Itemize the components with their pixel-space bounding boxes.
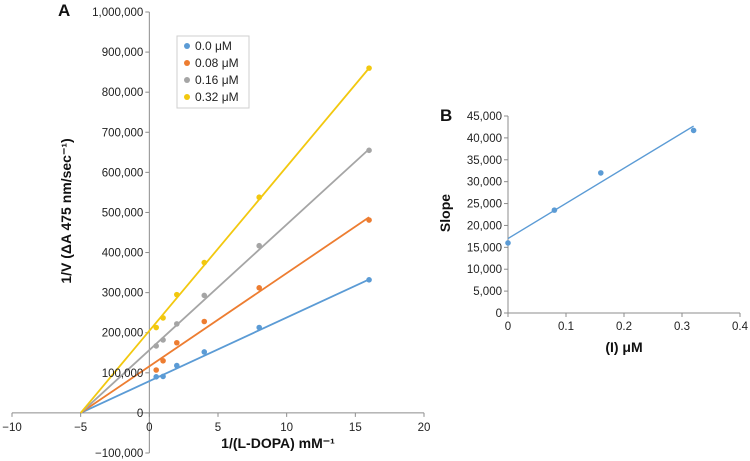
panel-a-y-tick-label: 600,000 xyxy=(102,167,144,179)
panel-a-point-series-1 xyxy=(174,362,180,369)
panel-a-point-series-3 xyxy=(174,321,180,327)
panel-a-point-series-4 xyxy=(201,259,208,266)
panel-a-x-tick-label: −5 xyxy=(74,422,87,434)
panel-b-x-tick-label: 0.2 xyxy=(616,321,632,333)
panel-b-axes xyxy=(504,115,741,317)
panel-a-y-tick-label: 1,000,000 xyxy=(92,7,143,19)
panel-a-point-series-4 xyxy=(256,194,263,201)
panel-a-fit-line-series-3 xyxy=(80,148,370,414)
panel-a-y-tick-label: 700,000 xyxy=(102,127,144,139)
panel-a-point-series-2 xyxy=(153,367,159,373)
panel-b-y-tick-label: 25,000 xyxy=(467,199,502,211)
panel-b-label: B xyxy=(440,106,452,125)
panel-a-point-series-4 xyxy=(174,291,180,298)
panel-b-x-axis-title: (I) μM xyxy=(605,339,642,355)
panel-b-point xyxy=(690,127,697,134)
panel-a-y-tick-label: 500,000 xyxy=(102,207,144,219)
panel-b-y-tick-label: 15,000 xyxy=(467,242,502,254)
panel-a-y-tick-label: 0 xyxy=(137,408,143,420)
panel-b-point xyxy=(598,170,604,176)
panel-a-point-series-1 xyxy=(153,374,159,380)
panel-a-point-series-2 xyxy=(256,285,263,291)
panel-b-y-tick-label: 30,000 xyxy=(467,177,502,189)
legend-entry-series-3: 0.16 μM xyxy=(195,73,239,87)
panel-a-fit-lines xyxy=(79,67,370,414)
panel-b-points xyxy=(505,127,697,246)
panel-a-legend: 0.0 μM 0.08 μM 0.16 μM 0.32 μM xyxy=(176,35,250,109)
panel-a-fit-line-series-2 xyxy=(80,216,370,414)
panel-a-point-series-1 xyxy=(201,349,208,355)
panel-a-tick-labels: −10 −5 0 5 10 15 20 −100,000 0 100,000 200,000 300,… xyxy=(2,7,430,460)
panel-a-y-axis-title: 1/V (ΔA 475 nm/sec⁻¹) xyxy=(58,138,74,283)
panel-b-y-tick-label: 0 xyxy=(496,308,502,320)
panel-a-point-series-2 xyxy=(201,318,208,325)
legend-marker-series-1 xyxy=(184,43,190,49)
panel-a-y-tick-label: 400,000 xyxy=(102,248,144,260)
panel-a-x-tick-label: 10 xyxy=(280,422,293,434)
panel-a-y-tick-label: −100,000 xyxy=(95,448,143,460)
panel-a-point-series-4 xyxy=(366,65,372,71)
panel-a-fit-line-series-4 xyxy=(79,67,370,414)
panel-b-y-tick-label: 20,000 xyxy=(467,220,502,232)
panel-a-x-axis-title: 1/(L-DOPA) mM⁻¹ xyxy=(221,435,335,451)
panel-b-fit-line xyxy=(507,125,694,240)
legend-marker-series-3 xyxy=(184,77,190,83)
panel-b-x-tick-label: 0.3 xyxy=(674,321,690,333)
panel-a-x-tick-label: 5 xyxy=(215,422,221,434)
panel-b-fit-line xyxy=(507,125,694,240)
panel-a-y-tick-label: 900,000 xyxy=(102,47,144,59)
legend-entry-series-4: 0.32 μM xyxy=(195,90,239,104)
panel-b-y-axis-title: Slope xyxy=(437,194,453,232)
panel-a-point-series-2 xyxy=(174,339,180,346)
panel-b-y-tick-label: 45,000 xyxy=(467,111,502,123)
panel-a-point-series-3 xyxy=(160,337,166,343)
panel-a-fit-line-series-1 xyxy=(80,278,370,414)
panel-b-point xyxy=(505,240,511,246)
panel-a-point-series-1 xyxy=(256,324,263,331)
panel-a-points xyxy=(153,65,372,380)
panel-a-label: A xyxy=(58,1,70,20)
panel-b-tick-labels: 0 0.1 0.2 0.3 0.4 0 5,000 10,000 15,000 20,000 25,… xyxy=(467,111,749,333)
legend-entry-series-2: 0.08 μM xyxy=(195,56,239,70)
panel-a-point-series-3 xyxy=(366,147,372,154)
panel-b-chart: B 0 0.1 0.2 0.3 0.4 0 5,000 10,000 15,000 20,000 2… xyxy=(437,106,749,355)
panel-b-x-tick-label: 0 xyxy=(505,321,511,333)
panel-a-point-series-2 xyxy=(160,357,166,364)
panel-b-y-tick-label: 5,000 xyxy=(473,286,502,298)
panel-b-y-tick-label: 35,000 xyxy=(467,155,502,167)
panel-a-y-tick-label: 800,000 xyxy=(102,87,144,99)
panel-a-y-tick-label: 100,000 xyxy=(102,368,144,380)
panel-b-x-tick-label: 0.4 xyxy=(732,321,749,333)
legend-marker-series-4 xyxy=(184,94,190,100)
panel-b-point xyxy=(551,207,558,213)
panel-a-point-series-3 xyxy=(153,343,159,349)
legend-entry-series-1: 0.0 μM xyxy=(195,39,232,53)
panel-a-point-series-1 xyxy=(160,373,166,380)
panel-a-point-series-1 xyxy=(366,277,372,283)
panel-a-chart: A −10 −5 0 5 10 15 20 −100,000 0 100,000 200,000 30… xyxy=(2,1,430,460)
legend-marker-series-2 xyxy=(184,60,190,66)
panel-b-y-tick-label: 10,000 xyxy=(467,264,502,276)
panel-a-point-series-2 xyxy=(366,217,372,223)
panel-a-x-tick-label: 20 xyxy=(418,422,431,434)
panel-a-y-tick-label: 300,000 xyxy=(102,288,144,300)
panel-b-x-tick-label: 0.1 xyxy=(558,321,574,333)
panel-a-x-tick-label: 0 xyxy=(146,422,152,434)
panel-a-point-series-3 xyxy=(201,292,208,299)
panel-a-point-series-3 xyxy=(256,242,263,249)
panel-a-point-series-4 xyxy=(153,324,159,331)
panel-a-y-tick-label: 200,000 xyxy=(102,328,144,340)
panel-b-y-tick-label: 40,000 xyxy=(467,133,502,145)
panel-a-point-series-4 xyxy=(160,315,166,321)
panel-a-x-tick-label: 15 xyxy=(349,422,362,434)
panel-a-x-tick-label: −10 xyxy=(2,422,22,434)
